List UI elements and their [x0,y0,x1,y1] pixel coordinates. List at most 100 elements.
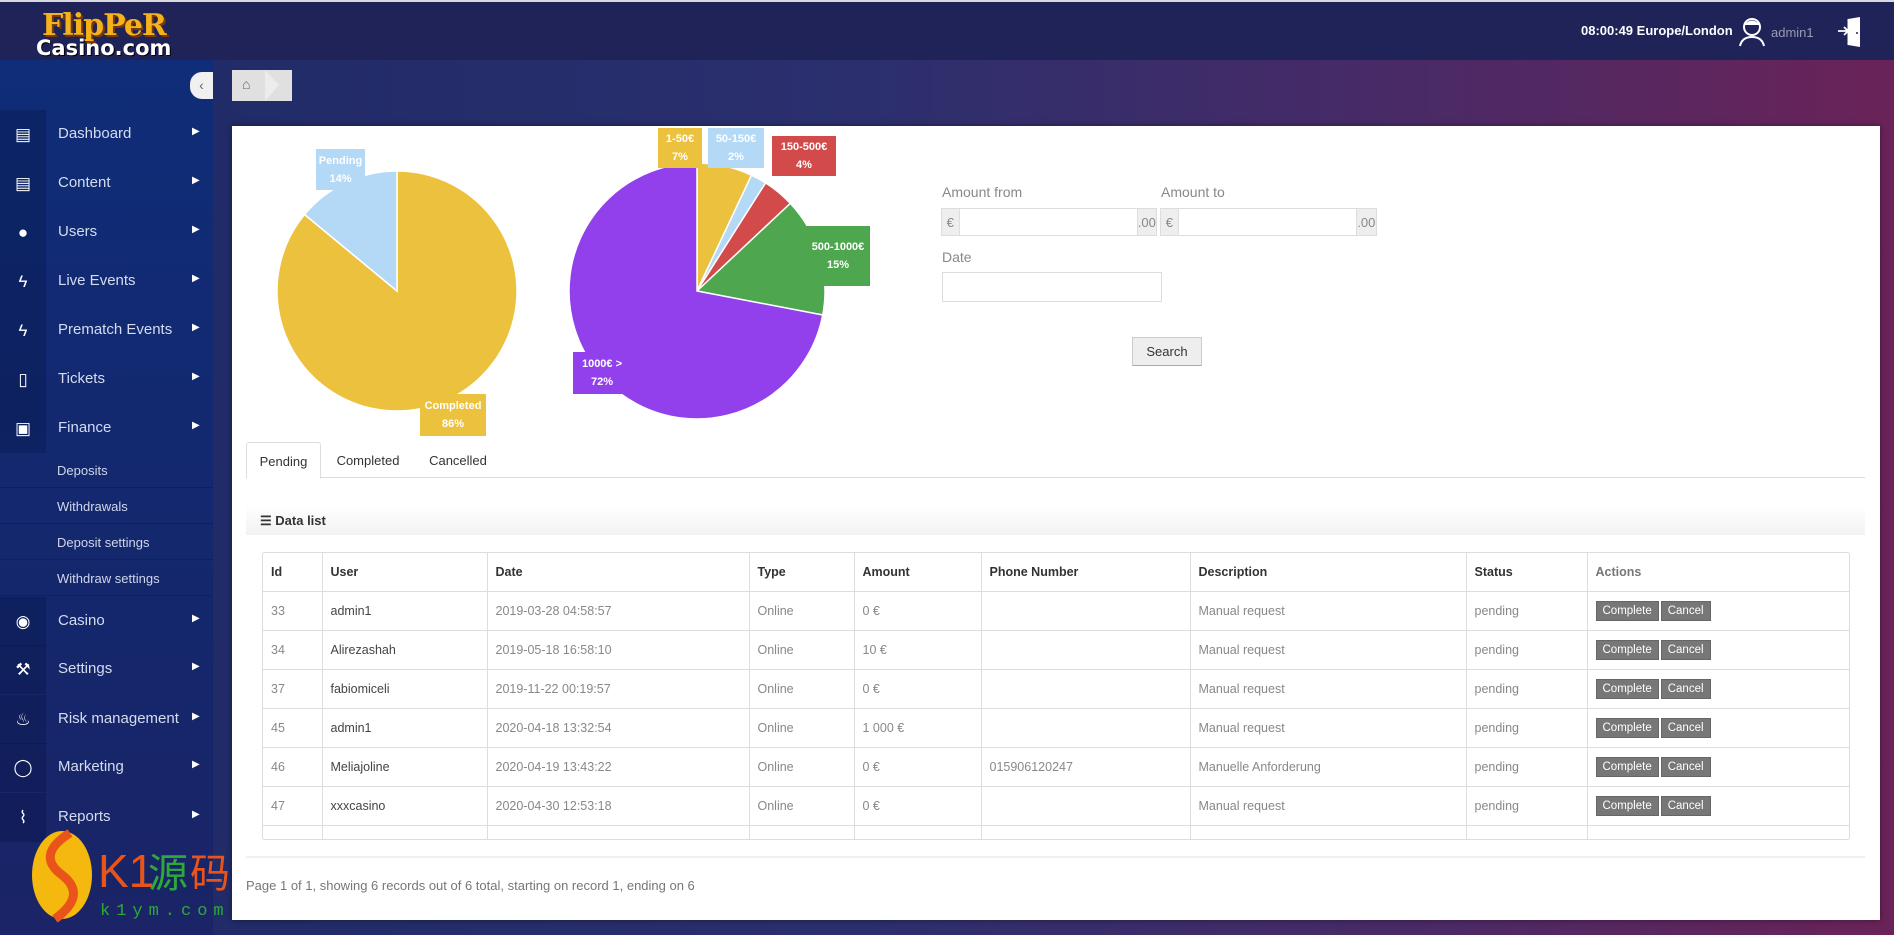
slice-name: 500-1000€ [811,241,865,253]
table-row: 45 admin1 2020-04-18 13:32:54 Online 1 000 €… [263,708,1849,748]
logout-door-icon[interactable] [1836,16,1864,48]
slice-percent: 72% [590,376,614,388]
table-cell: 2019-03-28 04:58:57 [487,591,750,631]
complete-button[interactable]: Complete [1595,756,1659,777]
complete-button[interactable]: Complete [1595,795,1659,816]
pie-slice-label: 50-150€ 2% [708,128,764,168]
sidebar-item-content[interactable]: ▤ Content ▶ [0,159,213,208]
sidebar-item-label: Content [58,174,111,191]
cancel-button[interactable]: Cancel [1660,639,1711,660]
user-avatar-icon[interactable] [1738,16,1766,48]
table-row: 34 Alirezashah 2019-05-18 16:58:10 Online 10… [263,630,1849,670]
sidebar-subitem-label: Deposits [57,463,108,478]
sidebar-subitem-withdrawals[interactable]: Withdrawals [0,488,213,524]
column-header: Amount [854,553,982,592]
home-icon[interactable]: ⌂ [242,76,251,92]
sidebar-item-marketing[interactable]: ◯ Marketing ▶ [0,743,213,792]
sidebar-item-settings[interactable]: ⚒ Settings ▶ [0,645,213,694]
complete-button[interactable]: Complete [1595,717,1659,738]
amount-to-label: Amount to [1161,184,1225,200]
sidebar-item-tickets[interactable]: ▯ Tickets ▶ [0,355,213,404]
table-cell: Manuelle Anforderung [1190,747,1467,787]
table-row: 47 xxxcasino 2020-04-30 12:53:18 Online 0 € M… [263,786,1849,826]
table-cell: Online [749,708,855,748]
caret-right-icon: ▶ [192,322,200,333]
table-cell [1587,825,1849,839]
table-cell: 2020-04-30 12:53:18 [487,786,750,826]
table-cell [263,825,323,839]
table-cell: 0 € [854,747,982,787]
user-icon: ● [0,208,46,257]
date-input[interactable] [942,272,1162,302]
sidebar-item-label: Tickets [58,370,105,387]
tab-pending[interactable]: Pending [246,442,321,479]
actions-cell: Complete Cancel [1587,786,1849,826]
actions-cell: Complete Cancel [1587,630,1849,670]
sidebar-subitem-deposit-settings[interactable]: Deposit settings [0,524,213,560]
amount-from-input[interactable] [958,209,1138,235]
data-list-header: ☰ Data list [246,505,1865,535]
clock: 08:00:49 Europe/London [1581,23,1733,38]
wrench-icon: ⚒ [0,645,46,694]
caret-right-icon: ▶ [192,175,200,186]
svg-text:源: 源 [148,851,188,897]
sidebar-subitem-label: Withdrawals [57,499,128,514]
pie-slice-label: Completed 86% [420,394,486,436]
cancel-button[interactable]: Cancel [1660,600,1711,621]
tab-cancelled[interactable]: Cancelled [429,453,487,468]
pagination-info: Page 1 of 1, showing 6 records out of 6 … [246,878,695,893]
table-cell: 37 [263,669,323,709]
sidebar-item-prematch-events[interactable]: ϟ Prematch Events ▶ [0,306,213,355]
column-header: Description [1190,553,1467,592]
cancel-button[interactable]: Cancel [1660,795,1711,816]
sidebar-item-live-events[interactable]: ϟ Live Events ▶ [0,257,213,306]
amount-to-input[interactable] [1177,209,1357,235]
caret-right-icon: ▶ [192,371,200,382]
cancel-button[interactable]: Cancel [1660,678,1711,699]
actions-cell: Complete Cancel [1587,708,1849,748]
complete-button[interactable]: Complete [1595,600,1659,621]
chevron-left-icon: ‹ [199,77,204,93]
caret-right-icon: ▶ [192,126,200,137]
complete-button[interactable]: Complete [1595,639,1659,660]
table-cell: 2020-04-19 13:43:22 [487,747,750,787]
search-button[interactable]: Search [1132,337,1202,366]
tab-completed[interactable]: Completed [336,453,400,468]
table-cell: 10 € [854,630,982,670]
slice-percent: 86% [441,418,465,430]
sidebar-collapse-button[interactable]: ‹ [190,72,213,99]
sidebar-item-label: Prematch Events [58,321,173,338]
sidebar-item-risk-management[interactable]: ♨ Risk management ▶ [0,695,213,744]
sidebar-subitem-withdraw-settings[interactable]: Withdraw settings [0,560,213,596]
sidebar-item-dashboard[interactable]: ▤ Dashboard ▶ [0,110,213,159]
fire-icon: ♨ [0,695,46,744]
empty-row [263,825,1849,839]
svg-text:K1: K1 [98,845,154,897]
sidebar-item-reports[interactable]: ⌇ Reports ▶ [0,793,213,842]
table-cell [981,591,1191,631]
divider [246,856,1865,858]
logo[interactable]: FlipPeR Casino.com [36,8,172,60]
caret-right-icon: ▶ [192,759,200,770]
column-header: Status [1466,553,1588,592]
sidebar-subitem-deposits[interactable]: Deposits [0,452,213,488]
column-header: Id [263,553,323,592]
table-cell: 0 € [854,669,982,709]
decimals-addon: .00 [1137,209,1156,235]
table-cell: Manual request [1190,630,1467,670]
table-cell: Manual request [1190,591,1467,631]
cancel-button[interactable]: Cancel [1660,717,1711,738]
complete-button[interactable]: Complete [1595,678,1659,699]
table-cell [981,630,1191,670]
pie-slice-label: 1000€ > 72% [573,352,631,394]
decimals-addon: .00 [1356,209,1376,235]
sidebar-item-users[interactable]: ● Users ▶ [0,208,213,257]
sidebar-item-casino[interactable]: ◉ Casino ▶ [0,597,213,646]
username[interactable]: admin1 [1771,25,1814,40]
sidebar-item-finance[interactable]: ▣ Finance ▶ [0,404,213,453]
cancel-button[interactable]: Cancel [1660,756,1711,777]
table-cell [1466,825,1588,839]
currency-addon: € [942,209,959,235]
sidebar-subitem-label: Withdraw settings [57,571,160,586]
table-cell: 1 000 € [854,708,982,748]
